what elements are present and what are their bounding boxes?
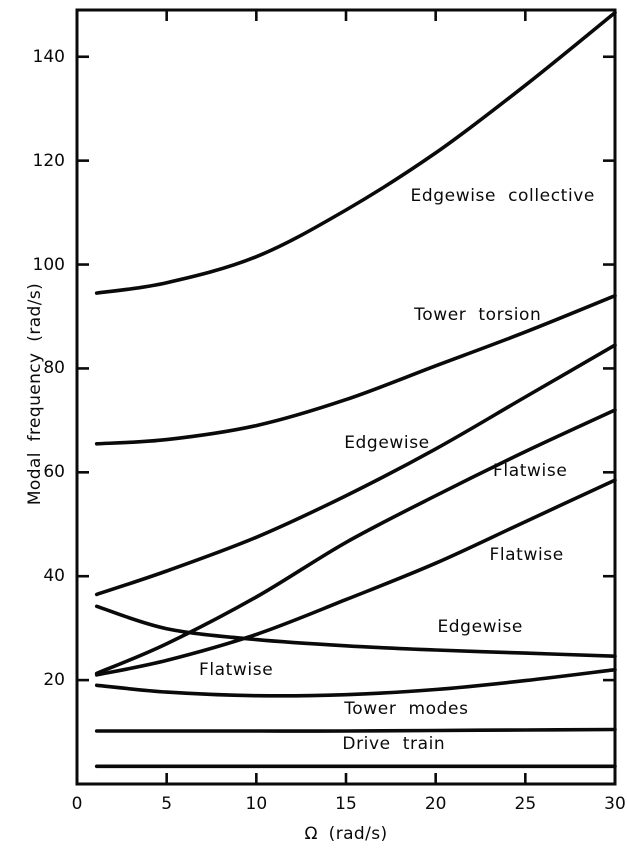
curve-label-edgewise-descending: Edgewise (437, 617, 523, 638)
x-axis-title: Ω (rad/s) (304, 824, 388, 844)
curve-edgewise-collective (94, 10, 617, 295)
y-axis-title: Modal frequency (rad/s) (25, 282, 45, 506)
y-tick-label-40: 40 (43, 566, 65, 587)
plot-frame (75, 8, 617, 786)
x-tick-label-30: 30 (604, 794, 626, 814)
curve-tower-modes (94, 727, 617, 733)
y-tick-label-20: 20 (43, 670, 65, 691)
x-tick-label-0: 0 (71, 794, 83, 814)
x-tick-label-10: 10 (245, 794, 268, 814)
x-tick-label-25: 25 (514, 794, 537, 814)
curve-label-flatwise-dipping: Flatwise (198, 659, 274, 680)
curve-label-edgewise-collective: Edgewise collective (410, 186, 595, 206)
curve-label-tower-torsion: Tower torsion (414, 305, 542, 326)
y-tick-label-80: 80 (43, 358, 65, 379)
curve-flatwise-upper (94, 408, 617, 676)
y-tick-label-100: 100 (32, 254, 65, 275)
curve-label-flatwise-upper: Flatwise (493, 461, 568, 482)
curve-label-flatwise-lower: Flatwise (489, 545, 564, 566)
x-tick-label-5: 5 (161, 794, 173, 814)
x-tick-label-20: 20 (424, 794, 447, 814)
curve-label-tower-modes: Tower modes (344, 699, 469, 720)
curve-edgewise-descending (94, 604, 617, 658)
y-tick-label-60: 60 (43, 462, 65, 483)
y-tick-label-120: 120 (32, 150, 65, 171)
x-tick-label-15: 15 (335, 794, 357, 814)
curve-edgewise-rising (94, 343, 617, 597)
curve-flatwise-dipping (94, 667, 617, 698)
curve-label-drive-train: Drive train (342, 733, 446, 754)
curve-tower-torsion (94, 293, 617, 446)
curve-flatwise-lower (94, 478, 617, 677)
y-tick-label-140: 140 (32, 46, 65, 67)
curve-label-edgewise-rising: Edgewise (344, 432, 430, 453)
